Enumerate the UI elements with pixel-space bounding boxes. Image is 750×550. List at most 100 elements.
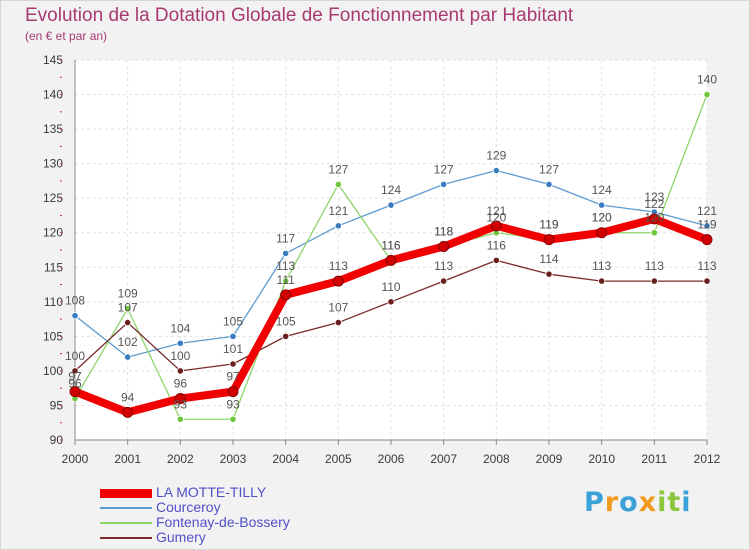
logo-letter: t (667, 487, 682, 518)
proxiti-logo: Proxiti (584, 487, 692, 518)
data-label-fontenay-de-bossery-2009: 119 (539, 218, 558, 232)
point-gumery-2010 (598, 277, 606, 285)
point-courceroy-2009 (545, 180, 553, 188)
data-label-gumery-2001: 107 (118, 301, 138, 315)
point-gumery-2000 (71, 367, 79, 375)
point-la-motte-tilly-2004 (280, 289, 292, 301)
data-label-fontenay-de-bossery-2000: 96 (68, 377, 82, 391)
point-courceroy-2003 (229, 332, 237, 340)
series-group (69, 90, 713, 423)
data-label-courceroy-2012: 121 (697, 204, 717, 218)
data-label-fontenay-de-bossery-2010: 120 (592, 211, 612, 225)
point-courceroy-2000 (71, 312, 79, 320)
data-label-fontenay-de-bossery-2012: 140 (697, 73, 717, 87)
data-label-la-motte-tilly-2005: 113 (329, 259, 348, 273)
data-label-la-motte-tilly-2010: 120 (592, 211, 612, 225)
x-tick-label-2007: 2007 (430, 452, 457, 466)
y-tick-label-110: 110 (44, 295, 63, 309)
point-fontenay-de-bossery-2001 (124, 305, 132, 313)
y-tick-label-135: 135 (43, 122, 63, 136)
data-label-la-motte-tilly-2011: 122 (644, 197, 664, 211)
point-courceroy-2005 (334, 222, 342, 230)
data-label-fontenay-de-bossery-2011: 120 (644, 211, 664, 225)
point-gumery-2007 (440, 277, 448, 285)
x-tick-label-2001: 2001 (114, 452, 141, 466)
y-tick-label-100: 100 (43, 364, 63, 378)
point-fontenay-de-bossery-2012 (703, 90, 711, 99)
data-label-la-motte-tilly-2000: 97 (68, 370, 82, 384)
point-la-motte-tilly-2012 (701, 234, 713, 246)
data-label-courceroy-2008: 129 (486, 149, 506, 163)
data-label-courceroy-2009: 127 (539, 162, 559, 176)
legend-label-gumery: Gumery (156, 529, 206, 545)
data-label-la-motte-tilly-2008: 121 (486, 204, 506, 218)
point-fontenay-de-bossery-2004 (282, 277, 290, 285)
y-tick-label-125: 125 (43, 191, 63, 205)
data-label-courceroy-2004: 117 (276, 231, 295, 245)
point-la-motte-tilly-2001 (122, 406, 134, 418)
point-la-motte-tilly-2002 (174, 393, 186, 405)
data-label-la-motte-tilly-2004: 111 (277, 273, 296, 287)
data-label-courceroy-2005: 121 (328, 204, 348, 218)
point-la-motte-tilly-2007 (438, 241, 450, 253)
x-tick-label-2005: 2005 (325, 452, 352, 466)
data-label-courceroy-2006: 124 (381, 183, 401, 197)
logo-letter: i (681, 487, 692, 518)
point-la-motte-tilly-2008 (490, 220, 502, 232)
x-tick-label-2003: 2003 (220, 452, 247, 466)
data-label-courceroy-2007: 127 (434, 162, 454, 176)
grid (74, 59, 708, 441)
legend-swatch-gumery (100, 537, 152, 539)
y-tick-label-130: 130 (43, 157, 63, 171)
data-label-gumery-2000: 100 (65, 349, 85, 363)
point-courceroy-2012 (703, 222, 711, 230)
plot-area (75, 60, 707, 440)
point-la-motte-tilly-2005 (332, 275, 344, 287)
point-courceroy-2006 (387, 201, 395, 209)
point-courceroy-2007 (440, 180, 448, 188)
data-labels: 108 102 104 105 117 121 124 127 129 127 124 123 121 9… (65, 73, 717, 412)
y-tick-label-120: 120 (43, 226, 63, 240)
data-label-fontenay-de-bossery-2008: 120 (486, 211, 506, 225)
point-gumery-2004 (282, 332, 290, 340)
legend-label-courceroy: Courceroy (156, 499, 221, 515)
y-tick-label-115: 115 (44, 260, 63, 274)
x-tick-label-2011: 2011 (641, 452, 667, 466)
x-tick-label-2008: 2008 (483, 452, 510, 466)
x-tick-label-2009: 2009 (536, 452, 563, 466)
data-label-courceroy-2010: 124 (592, 183, 612, 197)
data-label-fontenay-de-bossery-2007: 118 (434, 225, 453, 239)
chart-title: Evolution de la Dotation Globale de Fonc… (25, 5, 574, 26)
legend-swatch-la-motte-tilly (100, 489, 152, 498)
data-label-gumery-2003: 101 (223, 342, 243, 356)
point-la-motte-tilly-2010 (596, 227, 608, 239)
y-tick-label-145: 145 (43, 53, 63, 67)
point-fontenay-de-bossery-2003 (229, 415, 237, 423)
logo-letter: i (657, 487, 668, 518)
logo-letter: o (619, 487, 639, 518)
x-tick-label-2004: 2004 (272, 452, 299, 466)
point-gumery-2005 (334, 318, 342, 327)
logo-letter: P (584, 487, 605, 518)
point-gumery-2006 (387, 298, 395, 306)
data-label-courceroy-2002: 104 (170, 321, 190, 335)
logo-letter: x (638, 487, 658, 518)
legend-label-la-motte-tilly: LA MOTTE-TILLY (156, 484, 267, 500)
point-gumery-2003 (229, 360, 237, 368)
data-label-fontenay-de-bossery-2001: 109 (118, 287, 138, 301)
data-label-gumery-2006: 110 (381, 280, 400, 294)
point-gumery-2009 (545, 270, 553, 278)
data-label-gumery-2010: 113 (592, 259, 611, 273)
point-gumery-2001 (124, 318, 132, 327)
point-la-motte-tilly-2006 (385, 254, 397, 266)
data-label-gumery-2011: 113 (645, 259, 664, 273)
y-tick-label-140: 140 (43, 88, 63, 102)
data-label-gumery-2004: 105 (276, 314, 296, 328)
data-label-gumery-2012: 113 (697, 259, 716, 273)
data-label-la-motte-tilly-2002: 96 (174, 377, 188, 391)
legend-swatch-fontenay-de-bossery (100, 522, 152, 524)
point-courceroy-2004 (282, 249, 290, 258)
data-label-gumery-2009: 114 (539, 252, 558, 266)
logo-letter: r (604, 487, 620, 518)
